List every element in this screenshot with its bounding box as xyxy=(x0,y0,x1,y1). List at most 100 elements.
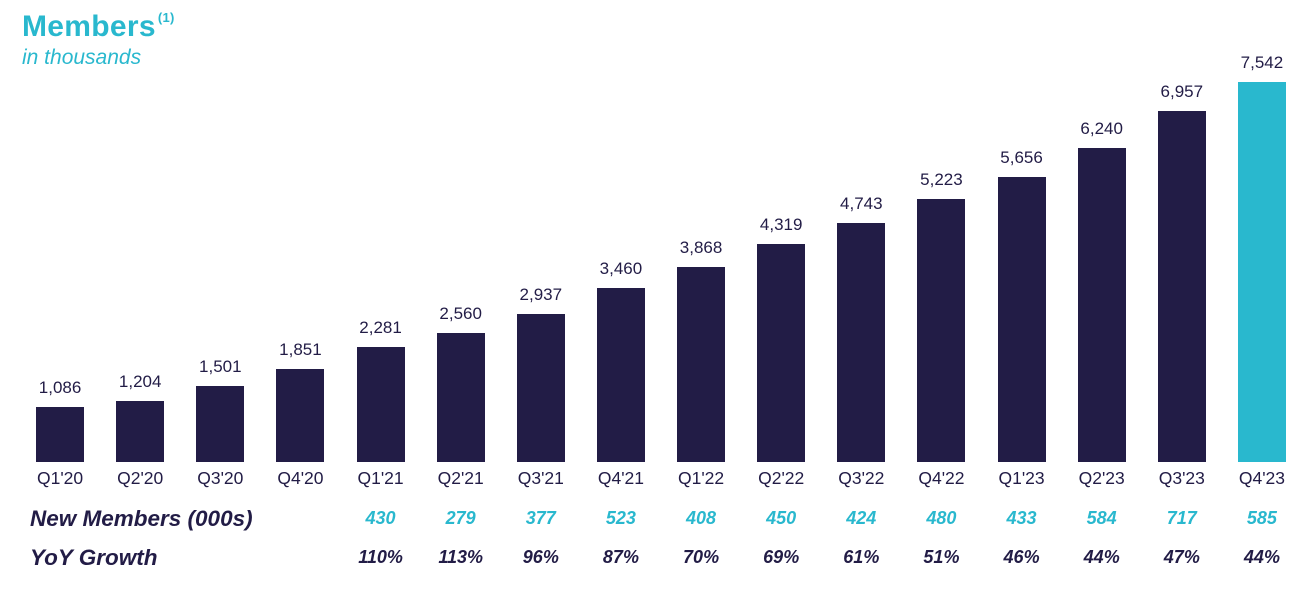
category-label: Q4'20 xyxy=(277,468,324,488)
category-label: Q4'21 xyxy=(597,468,645,488)
bar xyxy=(516,314,565,462)
category-label: Q1'23 xyxy=(998,468,1045,488)
bar-column: 5,223 xyxy=(901,170,981,462)
bar-value-label: 6,957 xyxy=(1160,82,1204,101)
category-label: Q4'23 xyxy=(1238,468,1286,488)
metric-value: 433 xyxy=(1006,508,1037,528)
metric-value: 377 xyxy=(525,508,556,528)
bar-column: 1,501 xyxy=(180,357,260,462)
chart-title-text: Members xyxy=(22,10,156,43)
metric-value: 61% xyxy=(843,547,880,567)
metric-value: 450 xyxy=(766,508,797,528)
chart-title: Members (1) xyxy=(22,10,175,44)
metric-value: 424 xyxy=(846,508,877,528)
bar-column: 4,319 xyxy=(741,215,821,462)
bar xyxy=(1077,148,1126,462)
bar-column: 6,240 xyxy=(1062,119,1142,462)
bar-value-label: 4,319 xyxy=(759,215,803,234)
category-label: Q2'20 xyxy=(117,468,164,488)
bar-value-label: 3,868 xyxy=(679,238,723,257)
metric-value: 585 xyxy=(1246,508,1277,528)
bar-value-label: 6,240 xyxy=(1080,119,1123,138)
bar-column: 3,868 xyxy=(661,238,741,462)
metric-value: 44% xyxy=(1083,547,1120,567)
category-label: Q1'21 xyxy=(357,468,404,488)
metric-value: 584 xyxy=(1086,508,1117,528)
category-label: Q2'23 xyxy=(1078,468,1125,488)
bar xyxy=(36,407,85,462)
bar-column: 1,851 xyxy=(260,340,340,462)
bar-value-label: 5,656 xyxy=(1000,148,1043,167)
bar-column: 3,460 xyxy=(581,259,661,462)
bar xyxy=(276,369,325,462)
metric-value: 480 xyxy=(926,508,957,528)
category-label: Q3'20 xyxy=(197,468,244,488)
metric-value: 46% xyxy=(1003,547,1040,567)
bar xyxy=(436,333,485,462)
bar-value-label: 1,851 xyxy=(279,340,322,359)
metric-value: 279 xyxy=(445,508,476,528)
bar-column: 5,656 xyxy=(982,148,1062,462)
metric-value: 430 xyxy=(365,508,396,528)
metric-value: 96% xyxy=(522,547,559,567)
bar xyxy=(917,199,966,462)
bar xyxy=(677,267,726,462)
bar-value-label: 2,560 xyxy=(439,304,482,323)
category-label: Q4'22 xyxy=(918,468,965,488)
metric-value: 113% xyxy=(438,547,484,567)
footnote-marker: (1) xyxy=(157,10,175,25)
bar-chart: 1,086 1,204 1,501 1,851 2,281 2,560 2,937 3,460… xyxy=(20,0,1302,462)
bar-value-label: 4,743 xyxy=(840,194,883,213)
metrics-row-label: YoY Growth xyxy=(30,544,158,570)
bar-value-label: 2,281 xyxy=(359,318,402,337)
bar xyxy=(757,244,806,462)
bar-column: 2,560 xyxy=(421,304,501,462)
metric-value: 110% xyxy=(358,547,403,567)
bar-value-label: 3,460 xyxy=(599,259,643,278)
bar xyxy=(356,347,405,462)
category-axis: Q1'20 Q2'20 Q3'20 Q4'20 Q1'21 Q2'21 Q3'21 Q4'21… xyxy=(20,468,1302,489)
metrics-row: New Members (000s) 430 279 377 523 408 450 424 4… xyxy=(20,499,1302,538)
bar-value-label: 1,204 xyxy=(118,372,162,391)
metrics-row-label: New Members (000s) xyxy=(30,505,253,531)
metric-value: 70% xyxy=(683,547,720,567)
category-label: Q3'21 xyxy=(517,468,564,488)
metrics-table: New Members (000s) 430 279 377 523 408 450 424 4… xyxy=(20,499,1302,577)
category-label: Q3'22 xyxy=(838,468,885,488)
bar xyxy=(997,177,1046,462)
category-label: Q3'23 xyxy=(1158,468,1205,488)
bar-column: 1,086 xyxy=(20,378,100,462)
bar xyxy=(1157,111,1206,462)
bar-value-label: 2,937 xyxy=(519,285,563,304)
bar-value-label: 1,086 xyxy=(38,378,82,397)
bar xyxy=(116,401,165,462)
metric-value: 47% xyxy=(1163,547,1200,567)
metric-value: 69% xyxy=(763,547,800,567)
bar-value-label: 5,223 xyxy=(920,170,963,189)
metric-value: 523 xyxy=(605,508,636,528)
bar xyxy=(196,386,245,462)
bar-column: 7,542 xyxy=(1222,53,1302,462)
metric-value: 51% xyxy=(923,547,960,567)
category-label: Q2'22 xyxy=(758,468,805,488)
metric-value: 44% xyxy=(1243,547,1280,567)
bar-value-label: 7,542 xyxy=(1240,53,1284,72)
bar-value-label: 1,501 xyxy=(199,357,242,376)
bar-column: 4,743 xyxy=(821,194,901,462)
bar-column: 2,937 xyxy=(501,285,581,462)
bar-highlighted xyxy=(1237,82,1286,462)
metric-value: 408 xyxy=(686,508,717,528)
chart-header: Members (1) in thousands xyxy=(22,10,175,70)
bar-column: 6,957 xyxy=(1142,82,1222,462)
bar-column: 1,204 xyxy=(100,372,180,462)
metrics-row: YoY Growth 110% 113% 96% 87% 70% 69% 61% 51% 46% 4… xyxy=(20,538,1302,577)
category-label: Q1'22 xyxy=(677,468,725,488)
bar-column: 2,281 xyxy=(341,318,421,462)
metric-value: 717 xyxy=(1166,508,1197,528)
category-label: Q2'21 xyxy=(437,468,484,488)
chart-subtitle: in thousands xyxy=(22,46,142,69)
category-label: Q1'20 xyxy=(36,468,84,488)
bar xyxy=(596,288,645,462)
metric-value: 87% xyxy=(602,547,639,567)
